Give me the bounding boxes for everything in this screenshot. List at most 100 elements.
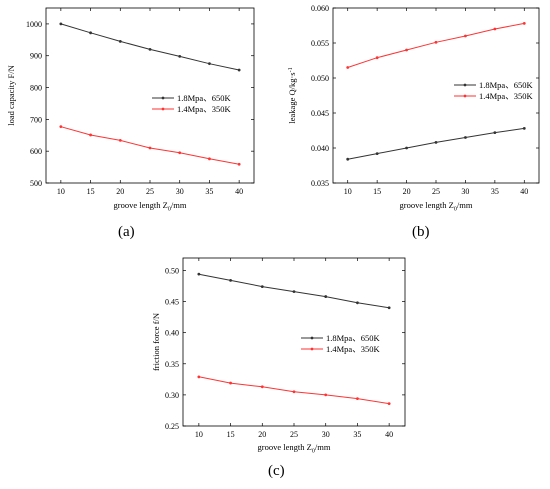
series-2-line bbox=[60, 126, 240, 165]
series-2-point bbox=[237, 162, 241, 166]
series-2-point bbox=[434, 40, 438, 44]
series-2-point bbox=[292, 390, 296, 394]
series-2-point bbox=[118, 138, 122, 142]
x-tick-label: 15 bbox=[373, 187, 381, 196]
x-tick-label: 15 bbox=[87, 187, 95, 196]
x-tick-label: 20 bbox=[116, 187, 124, 196]
x-tick-label: 25 bbox=[290, 430, 298, 439]
series-1-point bbox=[89, 31, 92, 35]
y-tick-label: 0.055 bbox=[311, 39, 329, 48]
series-1-point bbox=[464, 136, 467, 139]
series-1-point bbox=[375, 152, 379, 156]
chart-panel-c: 10 15 20 25 30 35 40 0.25 0.30 0.35 0.40 0.45 0.50 gr… bbox=[145, 250, 410, 455]
y-axis-label: leakage Q/kg·s-1 bbox=[287, 67, 297, 123]
y-tick-label: 0.050 bbox=[311, 74, 329, 83]
series-1-point bbox=[237, 68, 241, 72]
series-2-point bbox=[387, 402, 391, 405]
series-1-point bbox=[148, 47, 152, 51]
chart-b-svg: 10 15 20 25 30 35 40 0.035 0.040 0.045 0.050 0.055 0… bbox=[287, 4, 540, 213]
series-1-point bbox=[292, 290, 296, 293]
series-1-point bbox=[356, 301, 359, 305]
chart-a-svg: 10 15 20 25 30 35 40 500 600 700 800 900 1000 groove … bbox=[6, 7, 255, 213]
y-tick-label: 0.25 bbox=[165, 422, 179, 431]
x-tick-label: 40 bbox=[235, 187, 243, 196]
x-tick-label: 15 bbox=[227, 430, 235, 439]
series-1-point bbox=[346, 157, 350, 161]
x-tick-label: 40 bbox=[385, 430, 393, 439]
x-tick-label: 35 bbox=[353, 430, 361, 439]
legend-2-marker bbox=[310, 347, 314, 351]
series-2-point bbox=[464, 34, 467, 38]
legend-2-marker bbox=[161, 107, 165, 111]
y-tick-label: 0.40 bbox=[165, 329, 179, 338]
x-axis-label: groove length Z0/mm bbox=[258, 442, 331, 455]
x-tick-label: 30 bbox=[461, 187, 469, 196]
series-1-point bbox=[229, 279, 232, 282]
x-tick-label: 35 bbox=[491, 187, 499, 196]
series-2-point bbox=[208, 157, 211, 161]
legend-2-marker bbox=[463, 94, 467, 98]
series-1-point bbox=[493, 131, 497, 135]
series-2-point bbox=[197, 375, 201, 379]
caption-b: (b) bbox=[412, 224, 430, 240]
legend-1-marker bbox=[463, 83, 467, 87]
series-2-point bbox=[260, 385, 264, 389]
series-2-point bbox=[493, 27, 497, 31]
series-2-point bbox=[229, 381, 232, 385]
series-2-point bbox=[89, 133, 92, 137]
caption-c: (c) bbox=[268, 463, 285, 479]
series-2-point bbox=[522, 22, 526, 25]
legend-1-label: 1.8Mpa、650K bbox=[479, 80, 533, 90]
x-tick-label: 40 bbox=[520, 187, 528, 196]
series-1-point bbox=[260, 285, 264, 289]
y-tick-label: 700 bbox=[30, 115, 42, 124]
y-tick-label: 800 bbox=[30, 84, 42, 93]
series-2-point bbox=[148, 146, 152, 150]
x-axis-label: groove length Z0/mm bbox=[400, 200, 473, 213]
x-tick-label: 20 bbox=[403, 187, 411, 196]
chart-panel-b: 10 15 20 25 30 35 40 0.035 0.040 0.045 0.050 0.055 0… bbox=[285, 0, 545, 215]
series-2-line bbox=[198, 376, 390, 405]
legend-1-label: 1.8Mpa、650K bbox=[177, 93, 231, 103]
y-tick-label: 0.060 bbox=[311, 4, 329, 13]
caption-a: (a) bbox=[118, 224, 135, 240]
series-2-point bbox=[405, 48, 408, 52]
series-2-point bbox=[59, 125, 63, 129]
legend-1-marker bbox=[161, 96, 165, 100]
series-1-point bbox=[59, 22, 63, 26]
series-1-point bbox=[387, 306, 391, 310]
series-1-point bbox=[522, 126, 526, 130]
y-tick-label: 0.35 bbox=[165, 360, 179, 369]
x-tick-label: 25 bbox=[432, 187, 440, 196]
series-2-point bbox=[375, 56, 379, 60]
y-tick-label: 0.035 bbox=[311, 179, 329, 188]
series-1-point bbox=[405, 146, 408, 150]
y-tick-label: 0.30 bbox=[165, 391, 179, 400]
y-tick-label: 1000 bbox=[26, 20, 42, 29]
series-1-point bbox=[434, 141, 438, 144]
series-1-point bbox=[118, 40, 122, 43]
series-1-line bbox=[60, 23, 240, 71]
chart-panel-a: 10 15 20 25 30 35 40 500 600 700 800 900 1000 groove … bbox=[0, 0, 260, 215]
series-2-point bbox=[178, 151, 182, 155]
x-tick-label: 30 bbox=[322, 430, 330, 439]
y-tick-label: 900 bbox=[30, 52, 42, 61]
series-2-point bbox=[356, 397, 359, 401]
series-2-line bbox=[347, 22, 525, 68]
x-tick-label: 10 bbox=[195, 430, 203, 439]
series-1-point bbox=[197, 272, 201, 276]
y-tick-label: 0.50 bbox=[165, 266, 179, 275]
y-axis-label: load capacity F/N bbox=[6, 65, 16, 125]
y-tick-label: 0.045 bbox=[311, 109, 329, 118]
legend-2-label: 1.4Mpa、350K bbox=[326, 344, 380, 354]
series-1-point bbox=[324, 295, 328, 298]
y-axis-label: friction force f/N bbox=[151, 313, 161, 371]
series-1-point bbox=[208, 62, 211, 66]
y-tick-label: 500 bbox=[30, 179, 42, 188]
y-tick-label: 600 bbox=[30, 147, 42, 156]
series-2-point bbox=[346, 66, 350, 69]
chart-c-svg: 10 15 20 25 30 35 40 0.25 0.30 0.35 0.40 0.45 0.50 gr… bbox=[151, 257, 406, 455]
legend-1-label: 1.8Mpa、650K bbox=[326, 333, 380, 343]
series-1-point bbox=[178, 54, 182, 58]
x-tick-label: 35 bbox=[205, 187, 213, 196]
